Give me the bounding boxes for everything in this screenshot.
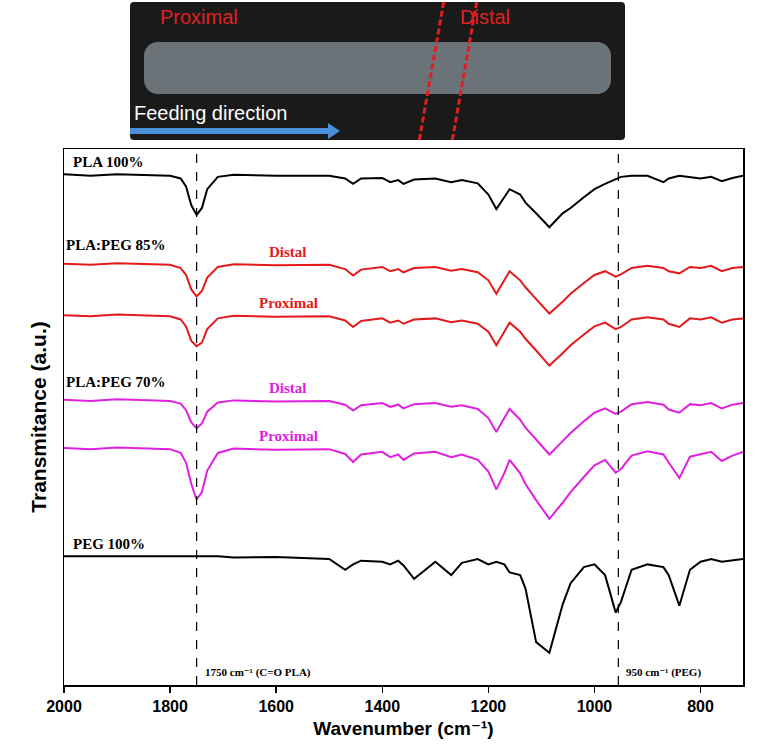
svg-text:PEG 100%: PEG 100% <box>73 536 145 552</box>
html-text:Distal: Distal <box>460 6 510 28</box>
svg-text:1600: 1600 <box>258 698 294 715</box>
svg-text:950 cm⁻¹ (PEG): 950 cm⁻¹ (PEG) <box>626 666 701 679</box>
svg-text:1400: 1400 <box>364 698 400 715</box>
svg-text:PLA 100%: PLA 100% <box>73 154 143 170</box>
svg-text:Distal: Distal <box>269 244 307 260</box>
svg-text:Distal: Distal <box>269 380 307 396</box>
svg-text:1000: 1000 <box>577 698 613 715</box>
svg-text:1200: 1200 <box>471 698 507 715</box>
svg-text:PLA:PEG 70%: PLA:PEG 70% <box>66 374 166 390</box>
svg-text:1800: 1800 <box>152 698 188 715</box>
html-text:Proximal: Proximal <box>160 6 238 28</box>
svg-text:800: 800 <box>687 698 714 715</box>
svg-text:PLA:PEG 85%: PLA:PEG 85% <box>66 237 166 253</box>
svg-text:Wavenumber (cm⁻¹): Wavenumber (cm⁻¹) <box>313 718 493 739</box>
svg-text:Transmitance (a.u.): Transmitance (a.u.) <box>27 321 50 512</box>
svg-text:Proximal: Proximal <box>259 428 318 444</box>
svg-text:2000: 2000 <box>46 698 82 715</box>
html-text:Feeding direction: Feeding direction <box>134 102 288 124</box>
svg-text:1750 cm⁻¹ (C=O PLA): 1750 cm⁻¹ (C=O PLA) <box>205 666 311 679</box>
svg-text:Proximal: Proximal <box>259 295 318 311</box>
